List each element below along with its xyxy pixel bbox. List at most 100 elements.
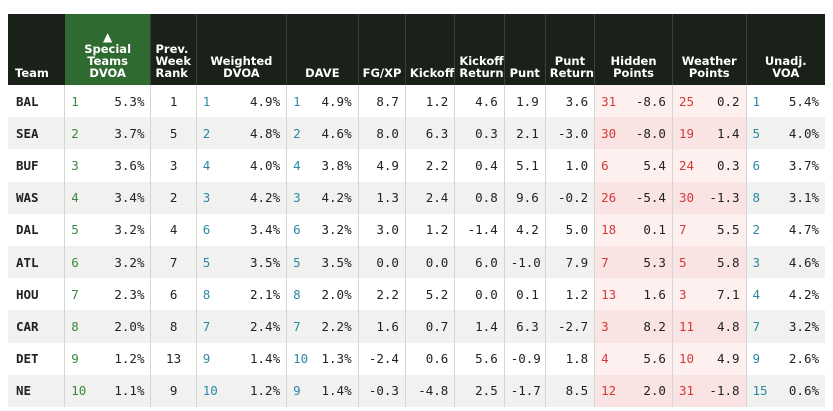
weighted-dvoa-value: 1.2%	[250, 383, 281, 399]
st-dvoa-value: 1.1%	[114, 383, 145, 399]
weighted-dvoa-value: 3.4%	[250, 222, 281, 238]
col-weighted-dvoa-header[interactable]: Weighted DVOA	[195, 14, 287, 85]
dave-rank: 6	[293, 222, 301, 238]
weighted-dvoa-value: 2.4%	[250, 318, 281, 334]
col-punt-header[interactable]: Punt	[503, 14, 546, 85]
dave-rank: 2	[293, 125, 301, 141]
kickoff-value: 2.2	[425, 157, 449, 173]
col-fgxp-header[interactable]: FG/XP	[357, 14, 406, 85]
col-dave-header[interactable]: DAVE	[286, 14, 359, 85]
st-dvoa-value: 3.2%	[114, 254, 145, 270]
col-team-label: Team	[15, 66, 49, 80]
col-prev-label-1: Prev.	[155, 42, 189, 56]
kickoff-value: 0.7	[425, 318, 449, 334]
col-prev-rank-header[interactable]: Prev. Week Rank	[150, 14, 197, 85]
prev-week-rank: 6	[169, 286, 178, 302]
prev-week-rank: 8	[169, 318, 178, 334]
fgxp-value: 1.3	[376, 190, 399, 206]
col-hidden-label-2: Points	[613, 66, 654, 80]
weather-points-rank: 5	[678, 254, 687, 270]
st-dvoa-rank: 9	[71, 351, 79, 367]
hidden-points-rank: 3	[601, 318, 609, 334]
unadj-voa-rank: 15	[752, 383, 768, 399]
st-dvoa-value: 3.4%	[114, 190, 145, 206]
team-abbr: DET	[16, 351, 39, 367]
st-dvoa-value: 3.7%	[114, 125, 145, 141]
col-st-dvoa-header[interactable]: ▲ Special Teams DVOA	[64, 14, 151, 85]
fgxp-value: -0.3	[368, 383, 399, 399]
punt-return-value: 1.8	[565, 351, 589, 367]
kickoff-value: 0.6	[425, 351, 449, 367]
kick-return-value: 1.4	[475, 318, 498, 334]
st-dvoa-rank: 6	[71, 254, 79, 270]
st-dvoa-value: 2.3%	[114, 286, 145, 302]
kick-return-value: 0.0	[475, 286, 498, 302]
dave-rank: 10	[293, 351, 309, 367]
col-st-dvoa-label-2: Teams	[87, 54, 128, 68]
punt-value: 4.2	[516, 222, 539, 238]
col-weighted-label-2: DVOA	[223, 66, 260, 80]
hidden-points-value: 5.3	[643, 254, 666, 270]
dave-value: 1.4%	[321, 383, 352, 399]
col-kickoff-header[interactable]: Kickoff	[404, 14, 455, 85]
kick-return-value: 6.0	[475, 254, 498, 270]
team-abbr: NE	[16, 383, 32, 399]
table-row: SEA 2 3.7% 5 2 4.8% 2 4.6% 8.0 6.3 0.3 2.1 -3.0 30 -8.…	[8, 117, 825, 150]
kick-return-value: 0.4	[475, 157, 498, 173]
col-weather-points-header[interactable]: Weather Points	[671, 14, 747, 85]
unadj-voa-value: 3.1%	[788, 190, 819, 206]
fgxp-value: 4.9	[376, 157, 399, 173]
unadj-voa-rank: 8	[752, 190, 761, 206]
dave-rank: 9	[293, 383, 301, 399]
weather-points-value: 4.9	[716, 351, 740, 367]
col-punt-return-header[interactable]: Punt Return	[544, 14, 595, 85]
weighted-dvoa-rank: 7	[202, 318, 211, 334]
team-abbr: ATL	[16, 254, 39, 270]
col-unadj-voa-header[interactable]: Unadj. VOA	[745, 14, 825, 85]
kickoff-value: 5.2	[425, 286, 449, 302]
prev-week-rank: 4	[169, 222, 178, 238]
kickoff-value: 1.2	[425, 93, 449, 109]
weather-points-rank: 24	[678, 157, 694, 173]
weighted-dvoa-rank: 3	[202, 190, 211, 206]
unadj-voa-value: 4.7%	[788, 222, 819, 238]
dave-value: 3.8%	[321, 157, 352, 173]
punt-value: -1.0	[510, 254, 541, 270]
table-row: HOU 7 2.3% 6 8 2.1% 8 2.0% 2.2 5.2 0.0 0.1 1.2 13 1.6 3…	[8, 278, 825, 311]
weather-points-rank: 19	[678, 125, 694, 141]
team-abbr: BUF	[16, 157, 39, 173]
weather-points-value: 5.5	[716, 222, 740, 238]
weighted-dvoa-rank: 4	[202, 157, 211, 173]
weighted-dvoa-value: 2.1%	[250, 286, 281, 302]
unadj-voa-rank: 9	[752, 351, 761, 367]
weather-points-value: 7.1	[716, 286, 740, 302]
team-abbr: DAL	[16, 222, 39, 238]
punt-value: 9.6	[516, 190, 539, 206]
dave-value: 2.2%	[321, 318, 352, 334]
unadj-voa-rank: 1	[752, 93, 761, 109]
table-row: DAL 5 3.2% 4 6 3.4% 6 3.2% 3.0 1.2 -1.4 4.2 5.0 18 0.1…	[8, 213, 825, 246]
table-row: WAS 4 3.4% 2 3 4.2% 3 4.2% 1.3 2.4 0.8 9.6 -0.2 26 -5.…	[8, 181, 825, 214]
punt-return-value: -0.2	[558, 190, 589, 206]
col-kick-return-label-2: Return	[459, 66, 504, 80]
weighted-dvoa-rank: 1	[202, 93, 211, 109]
punt-return-value: 7.9	[565, 254, 589, 270]
unadj-voa-rank: 5	[752, 125, 761, 141]
prev-week-rank: 13	[166, 351, 182, 367]
weather-points-value: -1.8	[709, 383, 740, 399]
col-hidden-points-header[interactable]: Hidden Points	[594, 14, 673, 85]
st-dvoa-rank: 5	[71, 222, 79, 238]
col-team-header[interactable]: Team	[8, 14, 65, 85]
st-dvoa-value: 2.0%	[114, 318, 145, 334]
hidden-points-value: 1.6	[643, 286, 666, 302]
hidden-points-value: 0.1	[643, 222, 666, 238]
col-dave-label: DAVE	[305, 66, 340, 80]
fgxp-value: 8.0	[376, 125, 399, 141]
col-prev-label-2: Week	[155, 54, 192, 68]
col-unadj-label-2: VOA	[772, 66, 800, 80]
col-hidden-label-1: Hidden	[610, 54, 657, 68]
col-kick-return-header[interactable]: Kickoff Return	[454, 14, 505, 85]
weighted-dvoa-rank: 2	[202, 125, 211, 141]
weather-points-value: 5.8	[716, 254, 740, 270]
special-teams-table: Team ▲ Special Teams DVOA Prev. Week Ran…	[8, 14, 825, 407]
